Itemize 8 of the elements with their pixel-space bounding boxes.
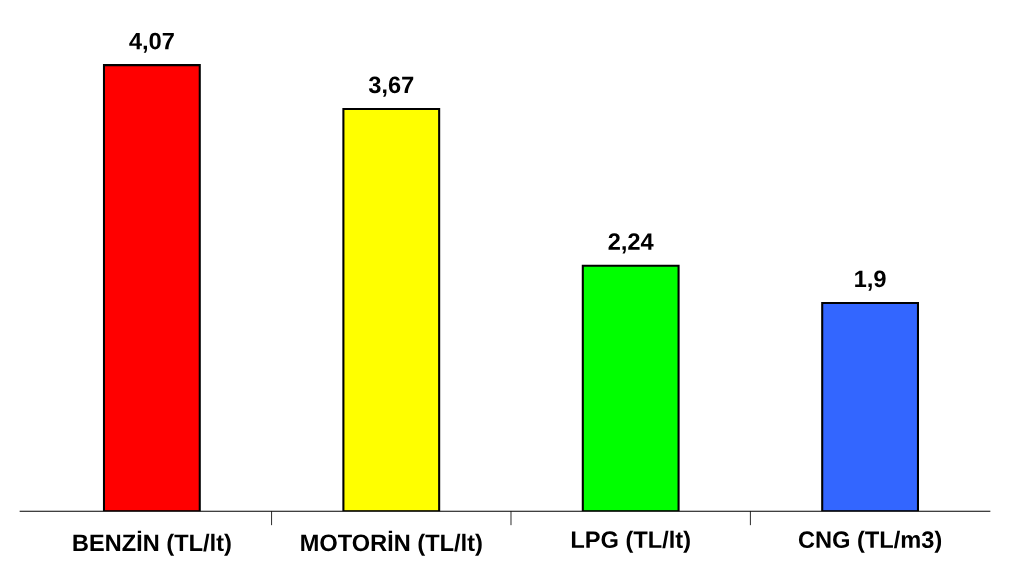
data-label: 1,9: [855, 270, 886, 291]
data-label: 3,67: [368, 76, 414, 97]
x-tick-label: LPG (TL/lt): [571, 530, 690, 553]
data-label: 4,07: [129, 32, 174, 53]
x-tick-label: MOTORİN (TL/lt): [301, 530, 482, 556]
x-tick-label: BENZİN (TL/lt): [73, 530, 231, 556]
x-tick-label: CNG (TL/m3): [798, 530, 942, 553]
data-label: 2,24: [608, 233, 654, 254]
